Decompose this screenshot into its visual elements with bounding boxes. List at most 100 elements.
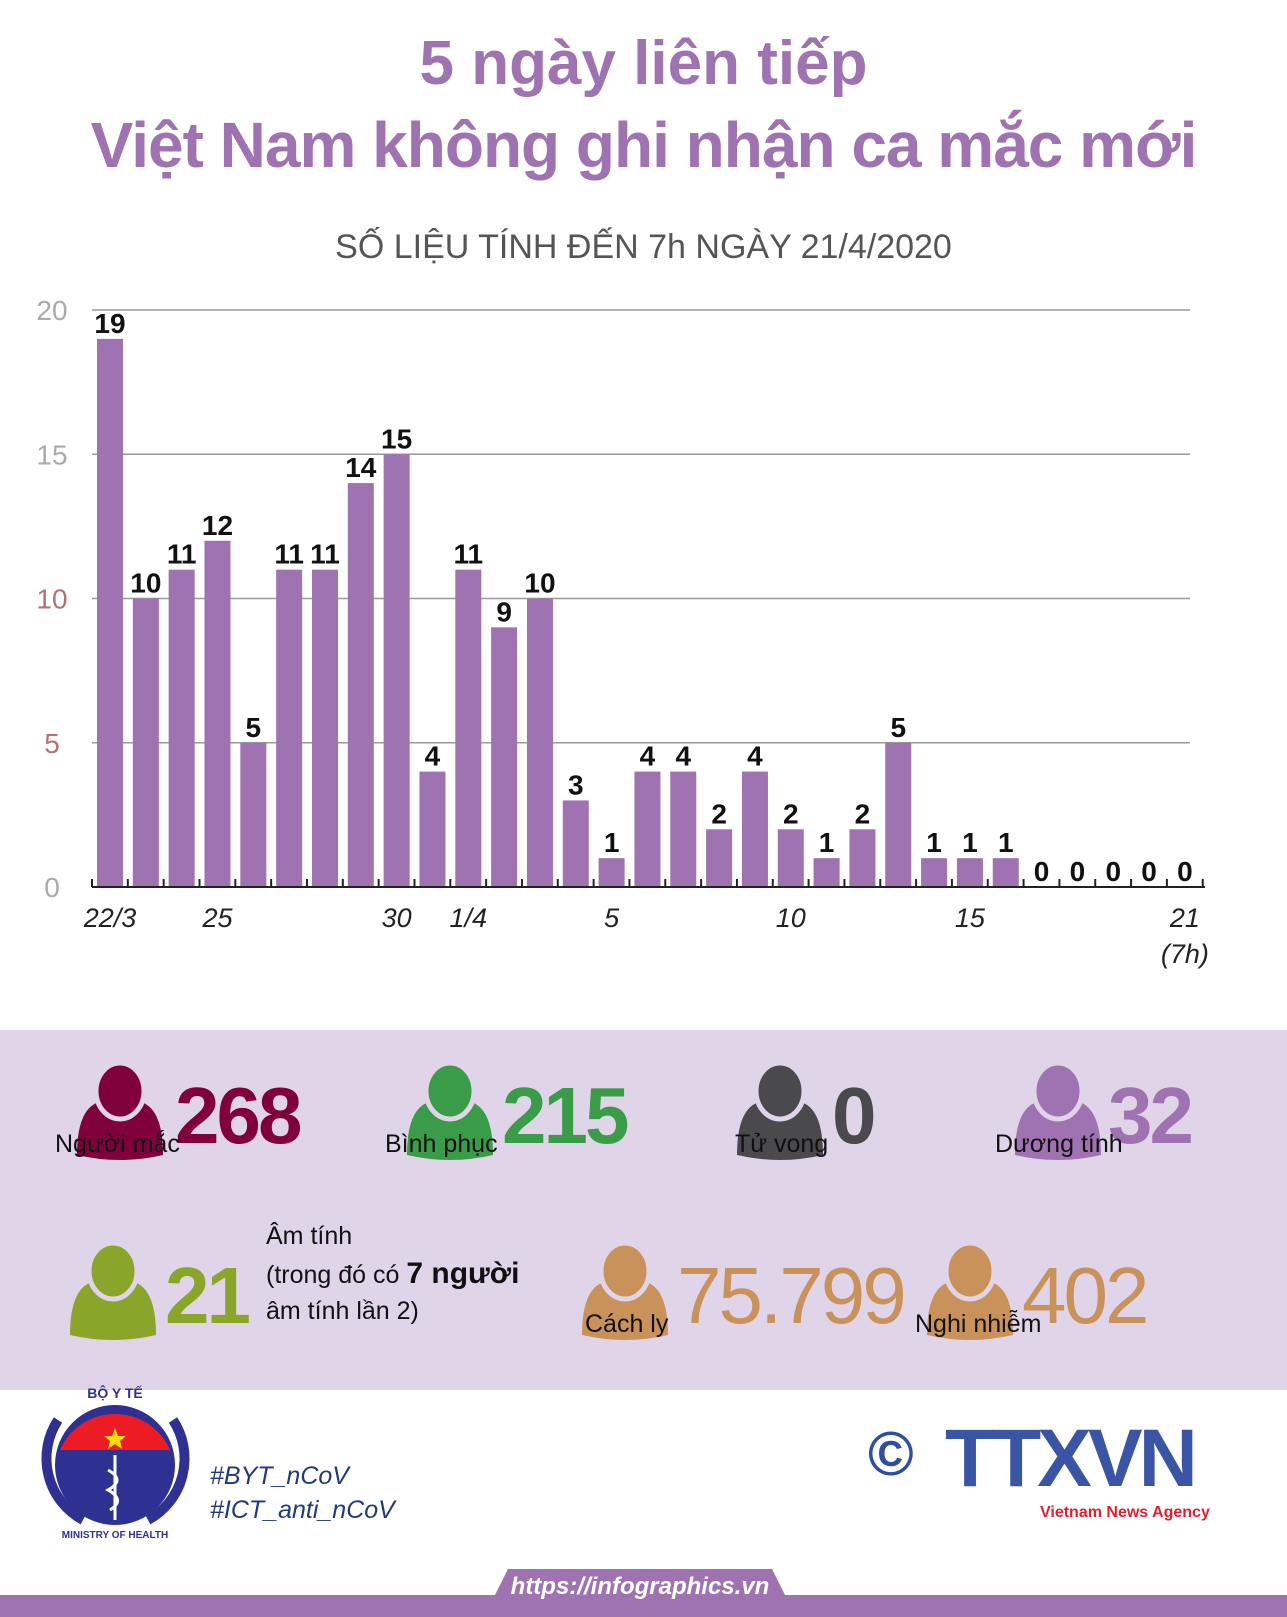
person-icon bbox=[1015, 1065, 1101, 1160]
data-label: 4 bbox=[640, 741, 656, 772]
data-label: 2 bbox=[783, 798, 799, 829]
bar-25/3 bbox=[204, 540, 231, 887]
person-icon bbox=[70, 1245, 156, 1340]
bar-3/4 bbox=[526, 598, 553, 887]
data-label: 0 bbox=[1177, 856, 1193, 887]
ministry-of-health-logo: BỘ Y TẾ MINISTRY OF HEALTH bbox=[41, 1384, 190, 1540]
data-label: 0 bbox=[1070, 856, 1086, 887]
bar-16/4 bbox=[992, 858, 1019, 887]
stat-value: 21 bbox=[165, 1251, 251, 1340]
data-label: 0 bbox=[1105, 856, 1121, 887]
website-link[interactable]: https://infographics.vn bbox=[490, 1569, 790, 1605]
bar-27/3 bbox=[276, 569, 303, 887]
data-label: 5 bbox=[246, 712, 262, 743]
x-tick-label: 15 bbox=[955, 903, 986, 933]
logo-top-text: BỘ Y TẾ bbox=[87, 1384, 143, 1401]
stat-value: 268 bbox=[175, 1071, 302, 1160]
note-suffix: âm tính lần 2) bbox=[266, 1297, 419, 1325]
stat-note: (trong đó có 7 người âm tính lần 2) bbox=[266, 1256, 519, 1329]
x-tick-label: 1/4 bbox=[450, 903, 488, 933]
y-tick-label: 15 bbox=[36, 439, 67, 470]
stat-value: 402 bbox=[1022, 1251, 1149, 1340]
data-label: 10 bbox=[130, 568, 161, 599]
hashtag-ict: #ICT_anti_nCoV bbox=[210, 1496, 395, 1524]
person-icon bbox=[927, 1245, 1013, 1340]
stat-value: 32 bbox=[1108, 1071, 1194, 1160]
title-line2: Việt Nam không ghi nhận ca mắc mới bbox=[90, 109, 1198, 181]
data-label: 1 bbox=[926, 827, 942, 858]
stat-value: 215 bbox=[502, 1071, 629, 1160]
bar-28/3 bbox=[311, 569, 338, 887]
y-tick-label: 10 bbox=[36, 584, 67, 615]
x-tick-label: 10 bbox=[776, 903, 806, 933]
stat-label: Nghi nhiễm bbox=[915, 1310, 1042, 1338]
data-label: 0 bbox=[1141, 856, 1157, 887]
bar-26/3 bbox=[240, 742, 267, 887]
person-icon bbox=[407, 1065, 493, 1160]
bar-7/4 bbox=[670, 771, 697, 887]
data-label: 11 bbox=[167, 539, 197, 570]
data-label: 1 bbox=[998, 827, 1014, 858]
data-label: 1 bbox=[962, 827, 978, 858]
data-label: 11 bbox=[274, 539, 304, 570]
data-label: 15 bbox=[381, 423, 412, 454]
ttxvn-logo: TTXVN bbox=[945, 1413, 1198, 1504]
x-tick-label-note: (7h) bbox=[1161, 939, 1209, 969]
bar-30/3 bbox=[383, 454, 410, 887]
person-icon bbox=[77, 1065, 163, 1160]
data-label: 4 bbox=[747, 741, 763, 772]
x-tick-label: 25 bbox=[201, 903, 233, 933]
bar-23/3 bbox=[132, 598, 159, 887]
person-icon bbox=[737, 1065, 823, 1160]
bar-29/3 bbox=[347, 483, 374, 887]
bar-13/4 bbox=[885, 742, 912, 887]
x-tick-label: 22/3 bbox=[83, 903, 137, 933]
bar-1/4 bbox=[455, 569, 482, 887]
logo-bottom-text: MINISTRY OF HEALTH bbox=[62, 1530, 168, 1540]
bar-5/4 bbox=[598, 858, 625, 887]
data-label: 10 bbox=[524, 568, 555, 599]
note-prefix: (trong đó có bbox=[266, 1261, 407, 1289]
data-label: 1 bbox=[819, 827, 835, 858]
copyright-icon: © bbox=[868, 1420, 914, 1489]
agency-subtitle: Vietnam News Agency bbox=[1040, 1504, 1210, 1521]
data-label: 4 bbox=[675, 741, 691, 772]
data-label: 3 bbox=[568, 769, 584, 800]
stat-label: Dương tính bbox=[995, 1130, 1123, 1158]
stat-label: Tử vong bbox=[735, 1130, 829, 1158]
footer: BỘ Y TẾ MINISTRY OF HEALTH #BYT_nCoV #IC… bbox=[0, 1384, 1287, 1617]
stat-label: Người mắc bbox=[55, 1130, 180, 1158]
x-tick-label: 21 bbox=[1169, 903, 1200, 933]
bar-4/4 bbox=[562, 800, 589, 887]
title-line1: 5 ngày liên tiếp bbox=[419, 29, 868, 98]
person-icon bbox=[582, 1245, 668, 1340]
footer-bar bbox=[0, 1595, 1287, 1617]
y-tick-label: 0 bbox=[44, 872, 60, 903]
stat-label: Âm tính bbox=[266, 1222, 353, 1250]
stat-label: Cách ly bbox=[585, 1310, 669, 1338]
hashtag-byt: #BYT_nCoV bbox=[210, 1462, 349, 1490]
bar-2/4 bbox=[491, 627, 518, 887]
bar-10/4 bbox=[777, 829, 804, 887]
data-label: 0 bbox=[1034, 856, 1050, 887]
data-label: 19 bbox=[94, 308, 125, 339]
x-tick-label: 30 bbox=[382, 903, 412, 933]
subtitle: SỐ LIỆU TÍNH ĐẾN 7h NGÀY 21/4/2020 bbox=[335, 228, 952, 266]
data-label: 14 bbox=[345, 452, 377, 483]
y-tick-label: 5 bbox=[44, 728, 60, 759]
bar-9/4 bbox=[741, 771, 768, 887]
data-label: 9 bbox=[496, 596, 512, 627]
data-label: 11 bbox=[453, 539, 483, 570]
data-label: 12 bbox=[202, 510, 233, 541]
x-tick-label: 5 bbox=[604, 903, 620, 933]
y-tick-label: 20 bbox=[36, 295, 67, 326]
bar-8/4 bbox=[706, 829, 733, 887]
data-label: 2 bbox=[855, 798, 871, 829]
data-label: 1 bbox=[604, 827, 620, 858]
bar-11/4 bbox=[813, 858, 840, 887]
data-label: 5 bbox=[890, 712, 906, 743]
stat-label: Bình phục bbox=[385, 1130, 498, 1158]
bar-22/3 bbox=[97, 338, 123, 888]
